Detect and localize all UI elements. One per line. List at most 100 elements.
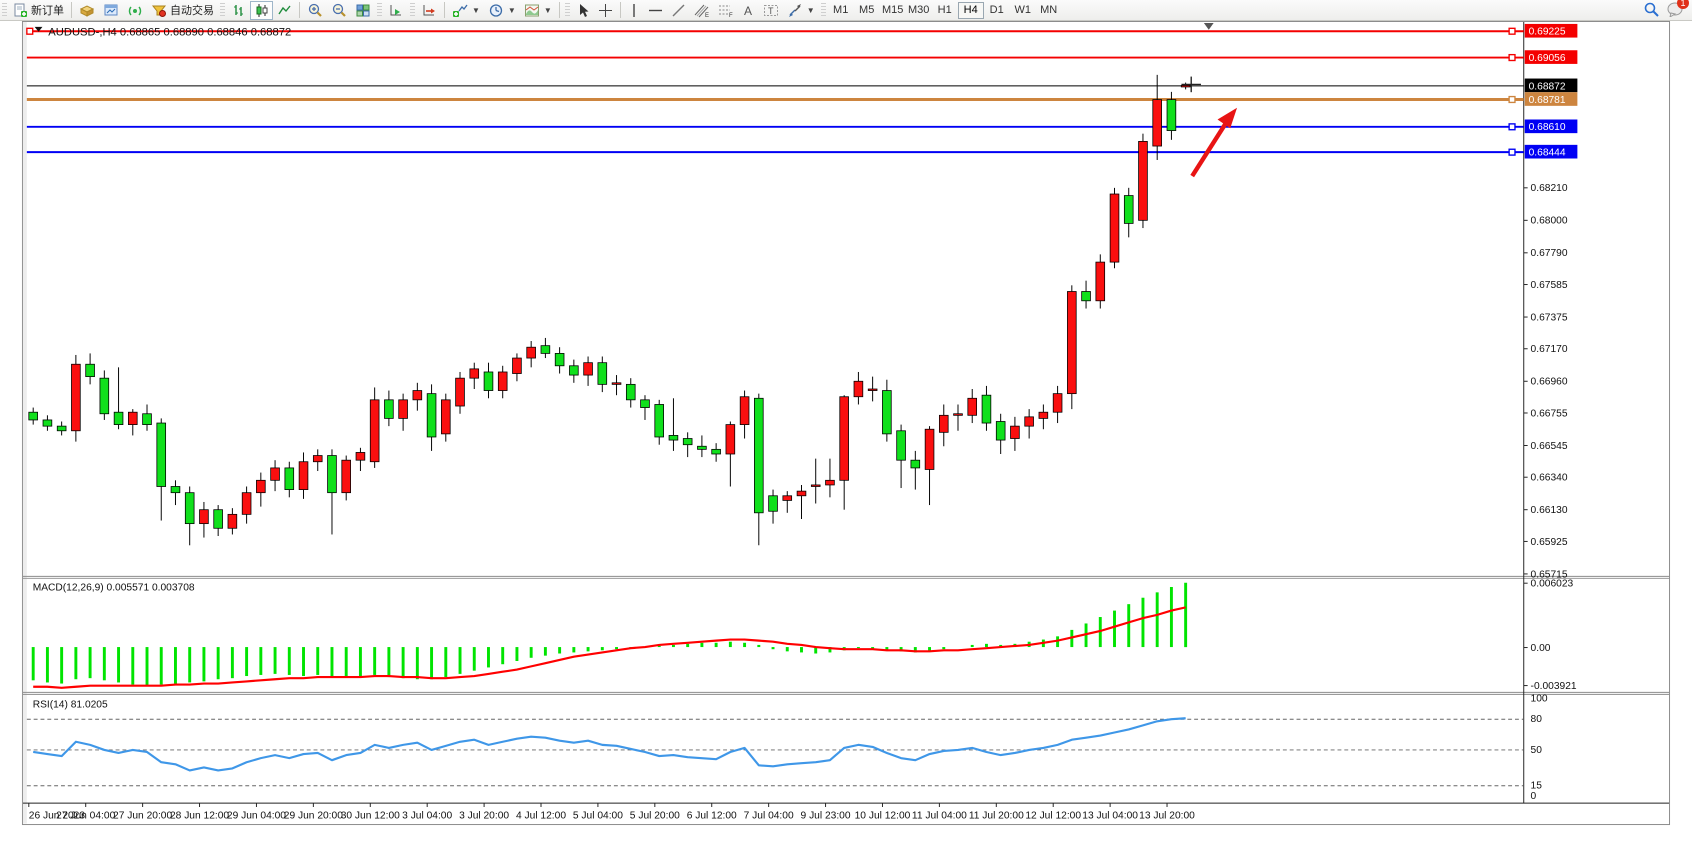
candle-body (981, 394, 992, 424)
templates-button[interactable]: ▼ (520, 1, 556, 20)
candle-body (754, 397, 764, 514)
candle-body (71, 363, 81, 432)
time-tick-label: 5 Jul 04:00 (573, 811, 623, 822)
macd-tick-label: -0.003921 (1531, 681, 1577, 692)
price-axis[interactable]: 0.68210 0.68000 0.67790 0.67585 0.67375 0.671… (1523, 23, 1578, 580)
timeframe-M5[interactable]: M5 (854, 2, 880, 19)
candle-body (1152, 99, 1162, 147)
timeframe-group: M1 M5 M15 M30 H1 H4 D1 W1 MN (828, 1, 1062, 19)
timeframe-M1[interactable]: M1 (828, 2, 854, 19)
bar-chart-mode-button[interactable] (227, 1, 250, 20)
indicators-button[interactable]: ▼ (448, 1, 484, 20)
svg-text:T: T (768, 6, 774, 16)
chart-shift-marker[interactable] (1203, 22, 1214, 30)
line-chart-mode-button[interactable] (273, 1, 296, 20)
candle-body (796, 490, 807, 497)
candle-body (1095, 261, 1106, 302)
profiles-button[interactable] (99, 1, 123, 20)
cursor-tool-button[interactable] (572, 1, 594, 20)
time-tick-label: 13 Jul 04:00 (1082, 811, 1138, 822)
tile-windows-button[interactable] (351, 1, 375, 20)
candle-body (199, 509, 209, 525)
arrow-annotation[interactable] (1190, 107, 1238, 178)
candle-body (697, 445, 707, 450)
time-tick-label: 11 Jul 20:00 (969, 811, 1024, 822)
rsi-pane[interactable]: RSI(14) 81.0205 100 80 50 150 (26, 694, 1548, 803)
price-tick-label: 0.65715 (1531, 569, 1568, 580)
equidistant-channel-tool-button[interactable]: E (690, 1, 714, 20)
text-tool-button[interactable]: A (738, 1, 759, 20)
timeframe-H4[interactable]: H4 (957, 1, 984, 19)
fibonacci-tool-button[interactable]: F (714, 1, 738, 20)
time-tick-label: 10 Jul 12:00 (855, 811, 911, 822)
pane-borders (22, 21, 1670, 804)
line-chart-icon (277, 3, 292, 18)
alerts-button[interactable] (123, 1, 147, 20)
candle-body (967, 397, 978, 416)
candle-body (867, 388, 878, 391)
candlestick-mode-button[interactable] (250, 0, 273, 20)
autotrading-button[interactable]: 自动交易 (147, 1, 218, 20)
level-handle[interactable] (1508, 27, 1516, 35)
chart-canvas[interactable]: AUDUSD-,H4 0.68865 0.68890 0.68846 0.688… (0, 21, 1692, 846)
arrows-icon (787, 3, 803, 18)
zoom-in-button[interactable] (303, 1, 327, 20)
candle-body (412, 390, 423, 401)
timeframe-M15[interactable]: M15 (880, 2, 906, 19)
candle-body (1024, 416, 1034, 427)
candle-body (213, 509, 223, 529)
toolbar-separator (299, 2, 300, 18)
periods-button[interactable]: ▼ (484, 1, 520, 20)
chart-shift-button[interactable] (417, 1, 441, 20)
macd-pane[interactable]: MACD(12,26,9) 0.005571 0.003708 0.006023 0… (31, 579, 1577, 692)
tile-windows-icon (355, 3, 371, 18)
time-tick-label: 3 Jul 20:00 (459, 811, 509, 822)
main-toolbar: 新订单 自动交易 (0, 0, 1692, 21)
candle-body (56, 425, 67, 432)
toolbar-separator (444, 2, 445, 18)
candle-body (298, 461, 309, 490)
trendline-tool-button[interactable] (667, 1, 690, 20)
candle-body (711, 448, 721, 455)
level-handle[interactable] (26, 27, 34, 35)
level-price-label-0.69225: 0.69225 (1529, 27, 1566, 38)
level-price-label-box (1524, 23, 1578, 38)
vertical-line-tool-button[interactable] (624, 1, 644, 20)
new-chart-button[interactable] (75, 1, 99, 20)
candle-body (597, 362, 608, 385)
notifications-icon[interactable]: 1 (1666, 0, 1689, 20)
timeframe-D1[interactable]: D1 (984, 2, 1010, 19)
level-handle[interactable] (1508, 95, 1516, 104)
auto-scroll-button[interactable] (384, 1, 408, 20)
horizontal-line-tool-button[interactable] (644, 1, 667, 20)
level-handle[interactable] (1508, 53, 1516, 62)
candle-body (825, 479, 835, 486)
text-label-tool-button[interactable]: T (759, 1, 783, 20)
arrows-tool-button[interactable]: ▼ (783, 1, 819, 20)
search-icon[interactable] (1643, 1, 1660, 20)
level-handle[interactable] (1508, 148, 1516, 156)
zoom-out-button[interactable] (327, 1, 351, 20)
timeframe-MN[interactable]: MN (1036, 2, 1062, 19)
candle-body (483, 371, 494, 391)
candle-body (625, 383, 636, 401)
candlestick-series (28, 74, 1191, 546)
new-order-button[interactable]: 新订单 (9, 1, 68, 20)
time-tick-label: 5 Jul 20:00 (630, 811, 680, 822)
horizontal-levels (26, 27, 1524, 156)
signal-sound-icon (127, 3, 143, 18)
candle-body (924, 428, 935, 470)
symbol-menu-icon[interactable] (34, 26, 43, 32)
zoom-in-icon (307, 3, 323, 18)
level-handle[interactable] (1508, 123, 1516, 131)
toolbar-separator (558, 2, 560, 18)
crosshair-tool-button[interactable] (594, 1, 617, 20)
timeframe-H1[interactable]: H1 (932, 2, 958, 19)
timeframe-W1[interactable]: W1 (1010, 2, 1036, 19)
candle-body (312, 455, 323, 463)
price-tick-label: 0.66340 (1531, 473, 1568, 484)
fibonacci-icon: F (718, 3, 734, 18)
candle-body (241, 492, 252, 515)
timeframe-M30[interactable]: M30 (906, 2, 932, 19)
